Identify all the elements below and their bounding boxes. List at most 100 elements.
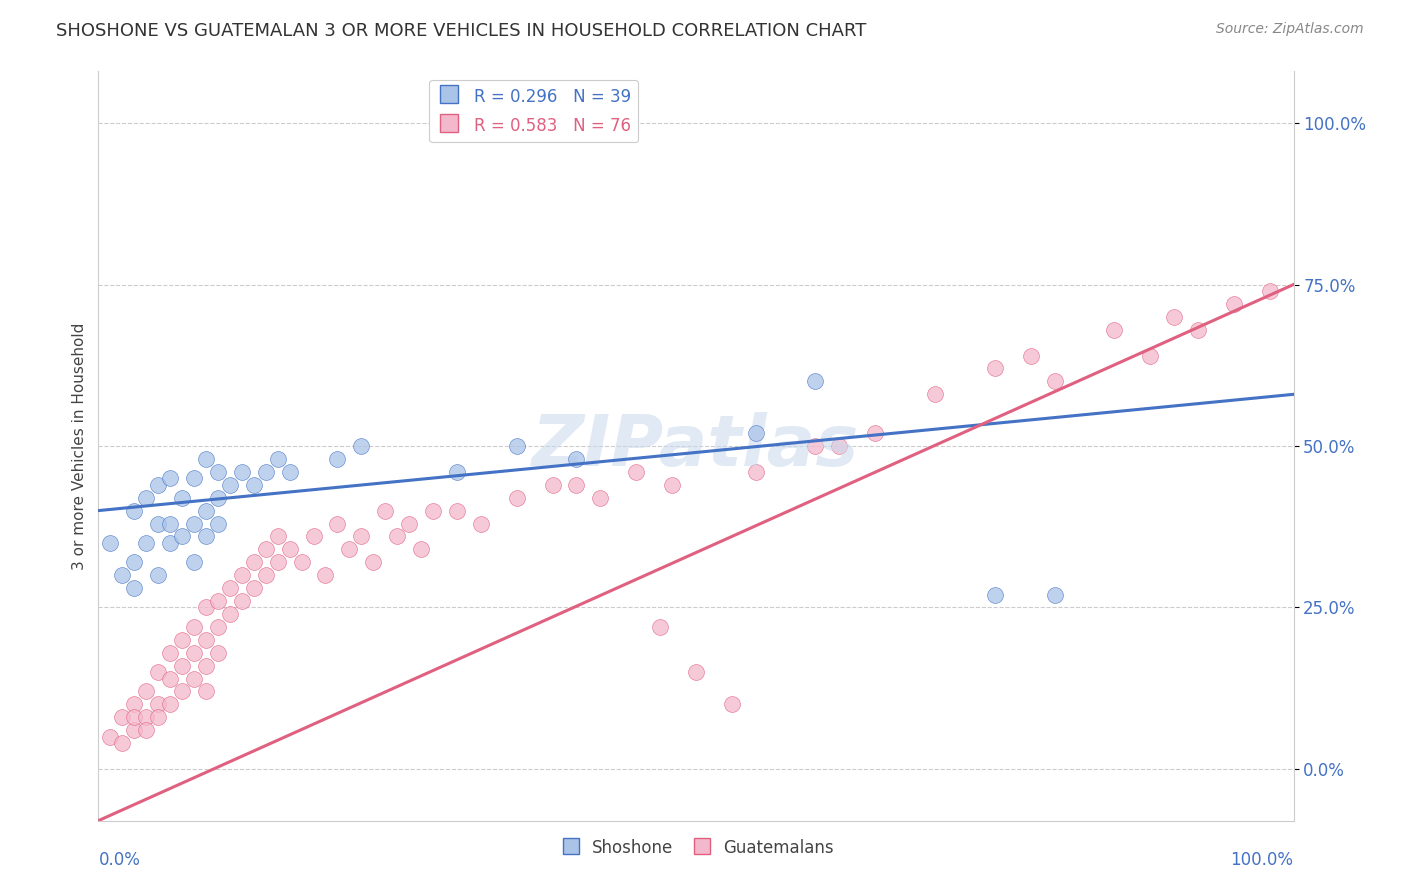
Point [374, 503, 396, 517]
Point [183, 672, 205, 686]
Point [98, 536, 122, 550]
Point [148, 516, 170, 531]
Point [183, 646, 205, 660]
Point [195, 529, 218, 543]
Point [254, 568, 277, 582]
Point [1043, 588, 1066, 602]
Point [207, 516, 229, 531]
Point [159, 516, 181, 531]
Point [207, 465, 229, 479]
Point [195, 632, 218, 647]
Point [135, 723, 157, 738]
Point [506, 491, 529, 505]
Point [1258, 284, 1281, 298]
Point [183, 555, 205, 569]
Point [148, 698, 170, 712]
Point [721, 698, 744, 712]
Point [135, 536, 157, 550]
Point [172, 658, 194, 673]
Point [865, 426, 887, 441]
Point [411, 542, 433, 557]
Point [1139, 349, 1161, 363]
Point [1163, 310, 1185, 324]
Point [804, 375, 827, 389]
Point [195, 658, 218, 673]
Point [111, 736, 134, 750]
Point [626, 465, 648, 479]
Point [363, 555, 385, 569]
Point [195, 503, 218, 517]
Point [984, 588, 1007, 602]
Point [350, 529, 373, 543]
Point [745, 426, 768, 441]
Point [446, 465, 468, 479]
Point [183, 620, 205, 634]
Text: SHOSHONE VS GUATEMALAN 3 OR MORE VEHICLES IN HOUSEHOLD CORRELATION CHART: SHOSHONE VS GUATEMALAN 3 OR MORE VEHICLE… [56, 22, 866, 40]
Point [1104, 323, 1126, 337]
Point [350, 439, 373, 453]
Point [422, 503, 444, 517]
Point [565, 477, 588, 491]
Point [124, 503, 146, 517]
Point [231, 465, 253, 479]
Point [159, 672, 181, 686]
Text: ZIPatlas: ZIPatlas [533, 411, 859, 481]
Point [111, 710, 134, 724]
Point [159, 471, 181, 485]
Point [148, 477, 170, 491]
Point [745, 465, 768, 479]
Point [172, 529, 194, 543]
Point [243, 581, 266, 595]
Point [172, 491, 194, 505]
Point [183, 471, 205, 485]
Point [267, 451, 290, 466]
Text: 0.0%: 0.0% [98, 851, 141, 869]
Point [159, 698, 181, 712]
Text: Source: ZipAtlas.com: Source: ZipAtlas.com [1216, 22, 1364, 37]
Point [219, 477, 242, 491]
Point [148, 665, 170, 679]
Point [267, 529, 290, 543]
Point [124, 555, 146, 569]
Point [124, 581, 146, 595]
Y-axis label: 3 or more Vehicles in Household: 3 or more Vehicles in Household [72, 322, 87, 570]
Point [315, 568, 337, 582]
Point [124, 710, 146, 724]
Point [231, 594, 253, 608]
Point [243, 477, 266, 491]
Point [984, 361, 1007, 376]
Point [254, 465, 277, 479]
Point [1187, 323, 1209, 337]
Point [195, 600, 218, 615]
Point [207, 594, 229, 608]
Point [278, 465, 301, 479]
Point [231, 568, 253, 582]
Point [924, 387, 946, 401]
Point [506, 439, 529, 453]
Point [124, 698, 146, 712]
Point [326, 451, 349, 466]
Point [589, 491, 612, 505]
Point [804, 439, 827, 453]
Legend: Shoshone, Guatemalans: Shoshone, Guatemalans [551, 831, 841, 864]
Point [172, 632, 194, 647]
Point [159, 536, 181, 550]
Point [195, 684, 218, 698]
Point [339, 542, 361, 557]
Point [446, 503, 468, 517]
Point [1019, 349, 1042, 363]
Point [398, 516, 420, 531]
Point [661, 477, 683, 491]
Point [541, 477, 564, 491]
Point [267, 555, 290, 569]
Point [219, 607, 242, 621]
Point [135, 684, 157, 698]
Point [302, 529, 325, 543]
Point [1223, 297, 1246, 311]
Text: 100.0%: 100.0% [1230, 851, 1294, 869]
Point [565, 451, 588, 466]
Point [470, 516, 492, 531]
Point [135, 491, 157, 505]
Point [1043, 375, 1066, 389]
Point [650, 620, 672, 634]
